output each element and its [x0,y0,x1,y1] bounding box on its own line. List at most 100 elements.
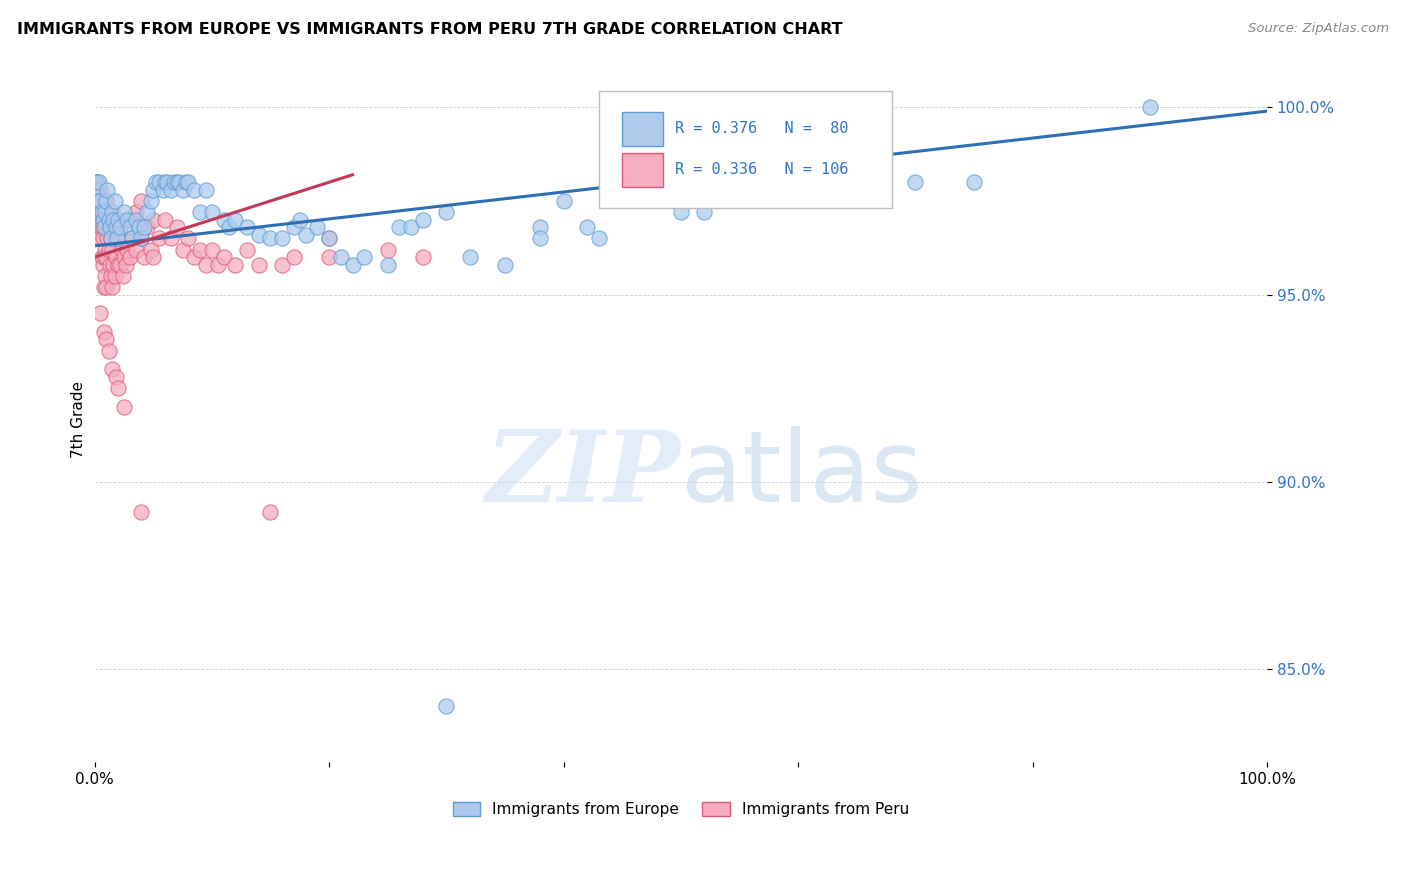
Point [588,231,610,245]
Point [224,258,246,272]
Point [201,205,224,219]
Point [553,194,575,208]
Point [86,183,108,197]
Point [93,250,115,264]
Point [94,212,117,227]
Point [101,362,124,376]
Point [93,194,115,208]
Point [97,343,120,358]
Point [100,268,122,283]
Point [89,231,111,245]
Point [529,231,551,245]
Point [399,220,422,235]
Point [183,183,205,197]
Point [112,250,135,264]
Point [388,220,411,235]
Point [218,220,240,235]
Point [93,280,115,294]
Point [104,212,127,227]
Point [87,212,110,227]
Point [108,231,131,245]
Point [353,250,375,264]
Point [529,220,551,235]
Point [377,258,399,272]
Point [96,205,118,219]
Point [131,231,153,245]
Point [91,212,114,227]
Point [148,231,170,245]
Point [96,250,118,264]
Point [1139,100,1161,114]
Text: R = 0.376   N =  80: R = 0.376 N = 80 [675,121,848,136]
Point [166,220,188,235]
Point [236,220,259,235]
Point [434,205,457,219]
Point [172,243,194,257]
Point [94,205,117,219]
Point [96,280,118,294]
Point [693,205,716,219]
Point [87,194,110,208]
Point [89,194,111,208]
Point [259,231,281,245]
Point [142,212,165,227]
Point [177,231,200,245]
Point [104,370,127,384]
Point [118,212,141,227]
Point [110,220,132,235]
Point [100,231,122,245]
Point [105,231,128,245]
Point [283,250,305,264]
Point [103,258,125,272]
Point [118,220,141,235]
Point [105,231,128,245]
Point [89,306,111,320]
Point [224,212,246,227]
Point [142,250,165,264]
Point [96,333,118,347]
Point [98,220,121,235]
Point [91,205,114,219]
Point [124,205,146,219]
Point [101,205,124,219]
Text: IMMIGRANTS FROM EUROPE VS IMMIGRANTS FROM PERU 7TH GRADE CORRELATION CHART: IMMIGRANTS FROM EUROPE VS IMMIGRANTS FRO… [17,22,842,37]
Point [194,258,217,272]
Point [412,212,434,227]
Point [89,175,111,189]
Point [283,220,305,235]
Point [271,231,294,245]
Point [152,183,174,197]
Point [318,231,340,245]
Point [167,175,190,189]
Point [89,220,111,235]
Point [89,183,111,197]
Point [201,243,224,257]
Point [96,220,118,235]
Point [342,258,364,272]
Point [96,194,118,208]
Point [86,190,108,204]
Point [89,205,111,219]
Legend: Immigrants from Europe, Immigrants from Peru: Immigrants from Europe, Immigrants from … [447,796,915,823]
Point [98,258,121,272]
Point [100,231,122,245]
Point [112,400,135,414]
Point [97,212,120,227]
Point [139,243,162,257]
Point [136,220,159,235]
Point [132,250,155,264]
Text: atlas: atlas [681,426,922,524]
Point [288,212,311,227]
Point [163,175,186,189]
Point [194,183,217,197]
Point [104,220,127,235]
Point [159,183,181,197]
Point [412,250,434,264]
FancyBboxPatch shape [599,91,891,208]
Text: Source: ZipAtlas.com: Source: ZipAtlas.com [1249,22,1389,36]
Point [669,205,692,219]
Text: ZIP: ZIP [486,426,681,523]
Point [107,212,129,227]
Point [91,231,114,245]
Y-axis label: 7th Grade: 7th Grade [72,382,86,458]
